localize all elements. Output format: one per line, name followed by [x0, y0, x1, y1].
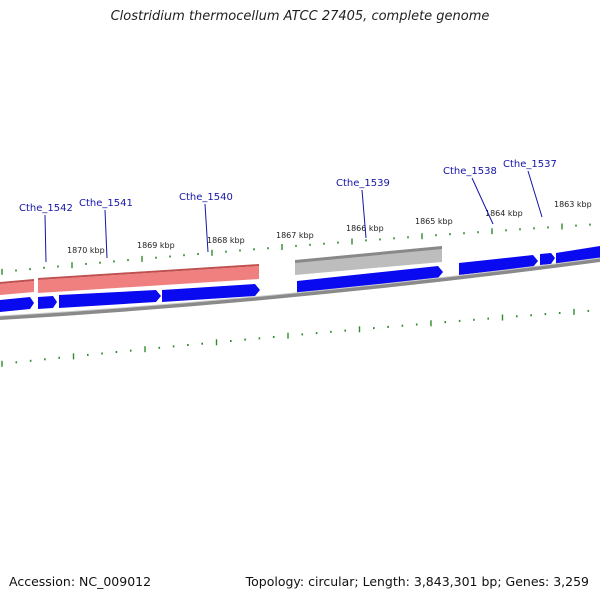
outer-tick-row	[1, 223, 591, 275]
kbp-label-1864: 1864 kbp	[485, 209, 523, 218]
inner-tick-row	[1, 308, 590, 367]
gene-label-cthe-1537[interactable]: Cthe_1537	[503, 159, 557, 218]
gene-label-cthe-1541[interactable]: Cthe_1541	[79, 198, 133, 259]
cds-arrow-7[interactable]	[540, 253, 555, 265]
cds-arrow-4[interactable]	[162, 284, 260, 302]
gene-feature-grey[interactable]	[295, 246, 442, 275]
gene-label-text: Cthe_1542	[19, 203, 73, 214]
rrna-feature-left[interactable]	[0, 279, 34, 295]
gene-label-text: Cthe_1539	[336, 178, 390, 189]
kbp-label-1867: 1867 kbp	[276, 231, 314, 240]
gene-label-text: Cthe_1540	[179, 192, 233, 203]
accession-label: Accession: NC_009012	[9, 574, 152, 589]
cds-arrow-2[interactable]	[38, 296, 57, 309]
kbp-label-1870: 1870 kbp	[67, 246, 105, 255]
gene-label-cthe-1540[interactable]: Cthe_1540	[179, 192, 233, 253]
genome-backbone	[0, 258, 600, 320]
genome-backbone-highlight	[0, 257, 600, 317]
kbp-label-1863: 1863 kbp	[554, 200, 592, 209]
kbp-label-1868: 1868 kbp	[207, 236, 245, 245]
gene-label-cthe-1542[interactable]: Cthe_1542	[19, 203, 73, 263]
gene-label-cthe-1538[interactable]: Cthe_1538	[443, 166, 497, 225]
gene-label-text: Cthe_1537	[503, 159, 557, 170]
cds-arrow-6[interactable]	[459, 255, 538, 275]
gene-label-text: Cthe_1538	[443, 166, 497, 177]
cds-arrow-5[interactable]	[297, 266, 443, 293]
cds-arrow-3[interactable]	[59, 290, 161, 308]
topology-label: Topology: circular; Length: 3,843,301 bp…	[245, 574, 589, 589]
kbp-label-1865: 1865 kbp	[415, 217, 453, 226]
kbp-label-1869: 1869 kbp	[137, 241, 175, 250]
gene-label-text: Cthe_1541	[79, 198, 133, 209]
gene-label-cthe-1539[interactable]: Cthe_1539	[336, 178, 390, 239]
rrna-feature-main[interactable]	[38, 264, 259, 293]
cds-arrow-1[interactable]	[0, 297, 34, 312]
map-title: Clostridium thermocellum ATCC 27405, com…	[110, 9, 490, 24]
